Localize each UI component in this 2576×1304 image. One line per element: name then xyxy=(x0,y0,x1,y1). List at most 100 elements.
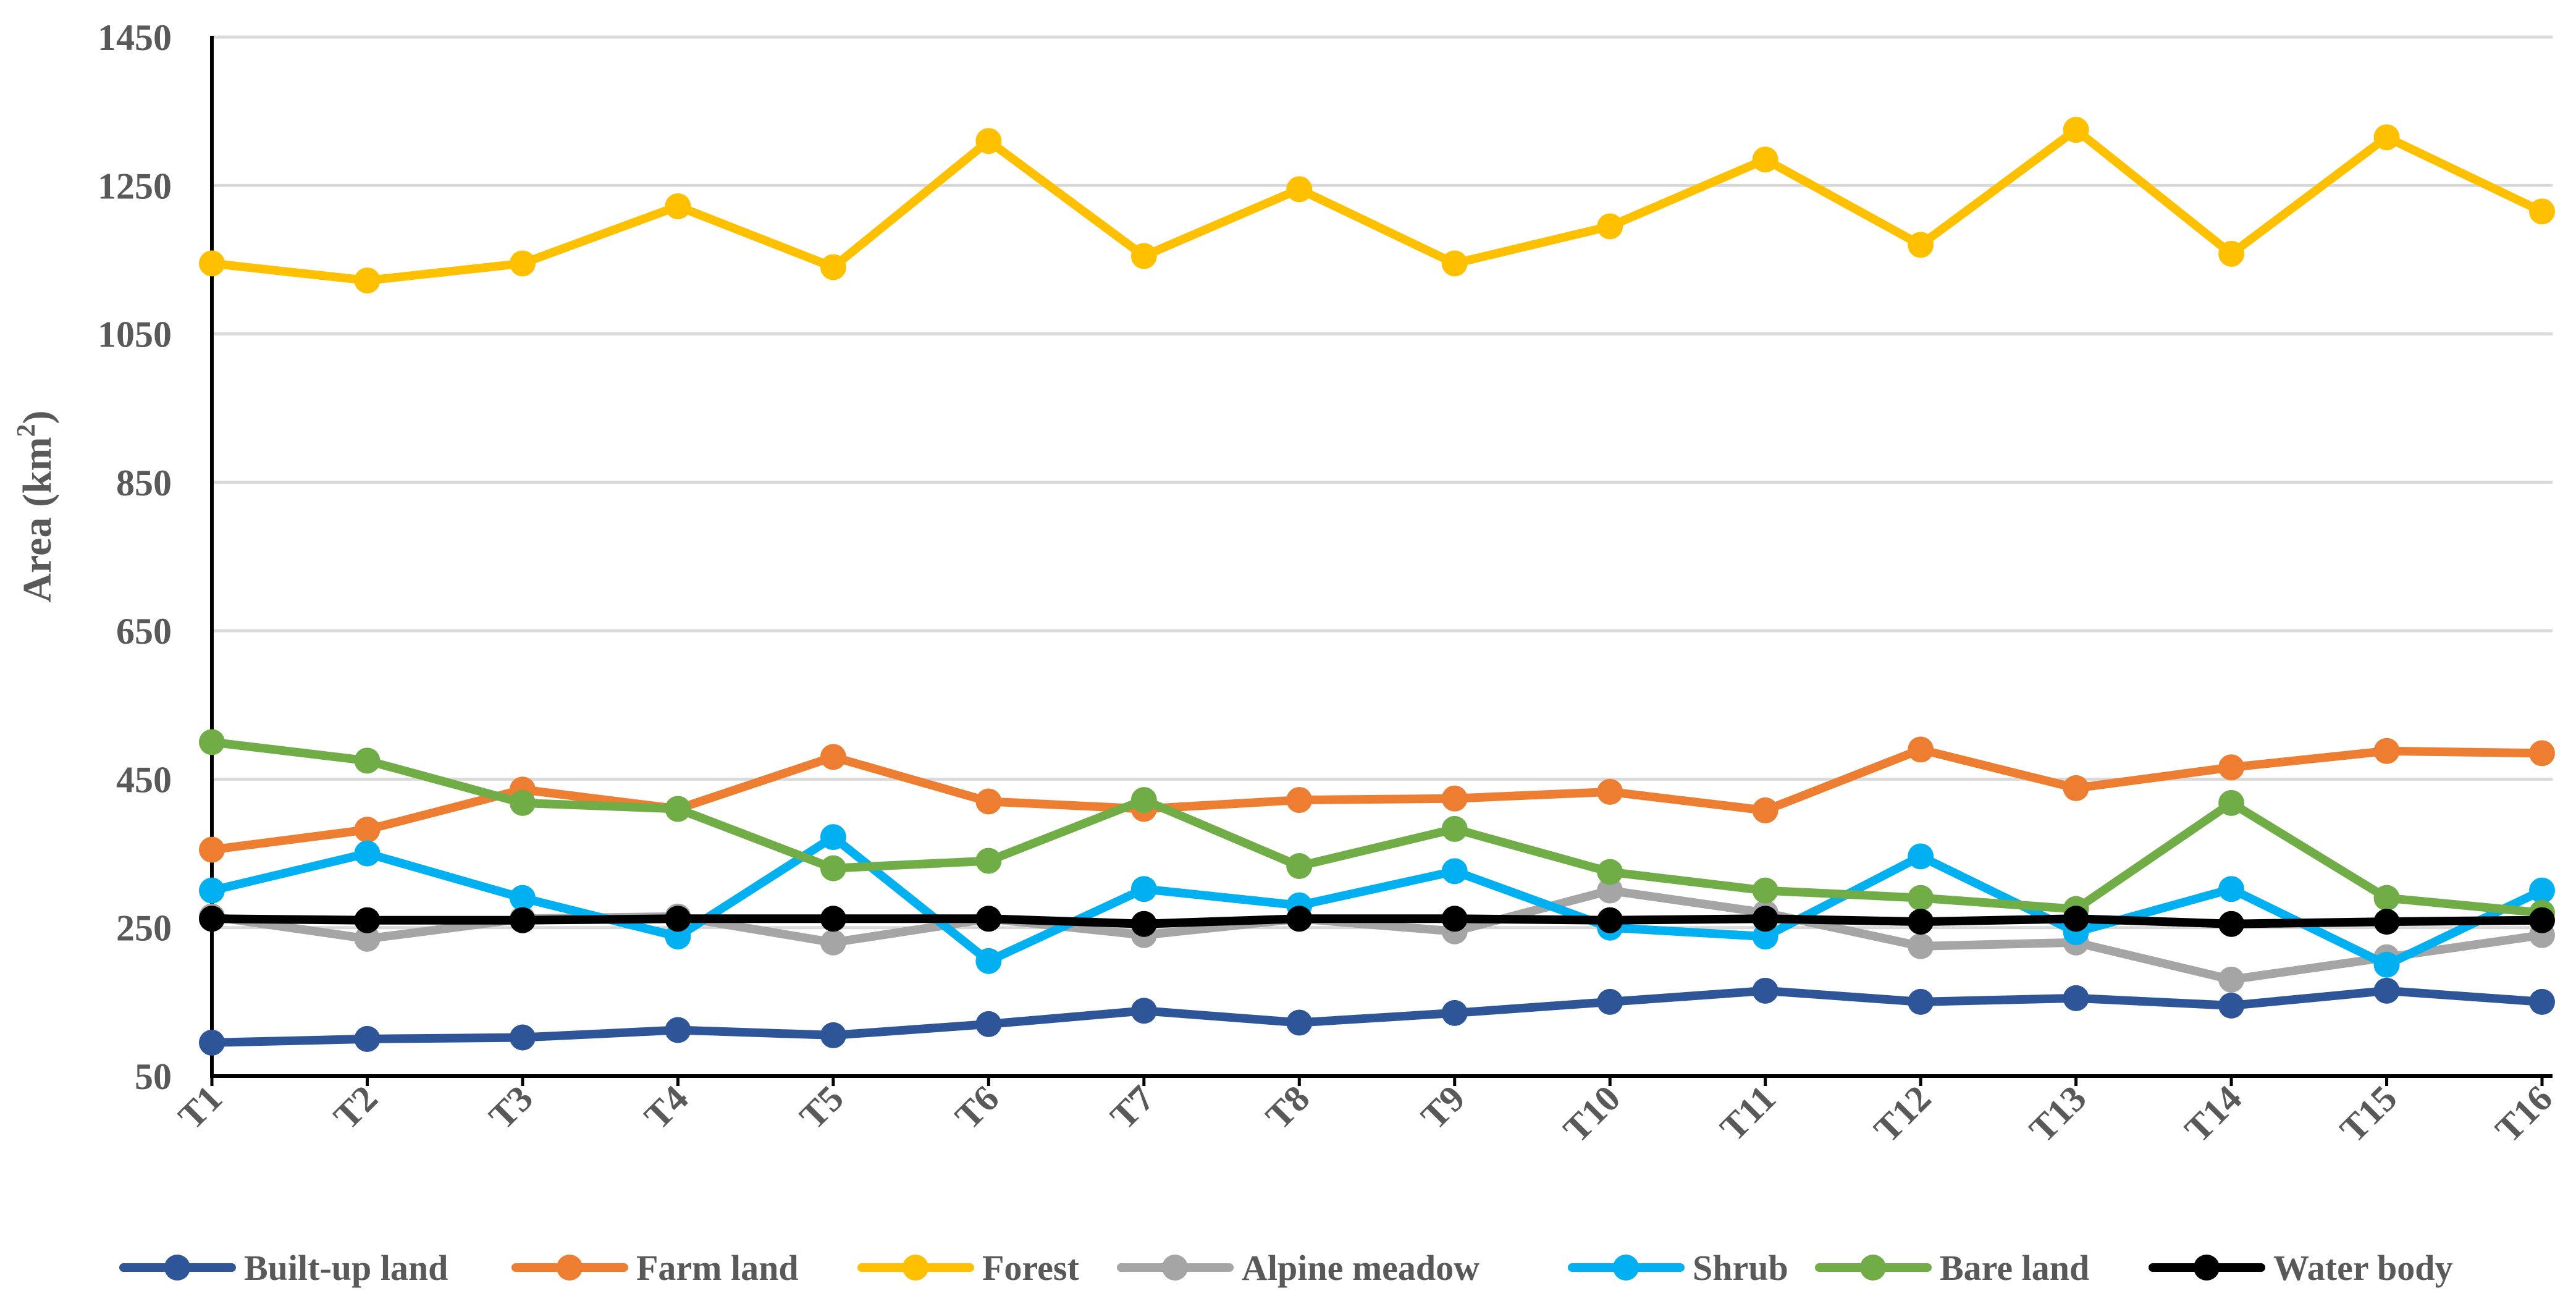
data-point xyxy=(975,848,1002,874)
data-point xyxy=(1752,923,1778,950)
legend-swatch-marker xyxy=(1860,1255,1886,1281)
data-point xyxy=(354,267,381,294)
legend-entry: Alpine meadow xyxy=(1117,1248,1480,1288)
data-point xyxy=(509,1024,536,1051)
data-point xyxy=(975,906,1002,932)
data-point xyxy=(1286,852,1313,879)
data-point xyxy=(1130,243,1157,269)
data-point xyxy=(1286,176,1313,203)
legend-entry: Built-up land xyxy=(119,1248,448,1288)
series-bare-land xyxy=(199,729,2555,926)
y-tick-label: 1250 xyxy=(98,166,172,206)
y-tick-label: 250 xyxy=(116,908,172,949)
data-point xyxy=(1597,907,1623,933)
series-line xyxy=(208,125,2546,285)
legend-label: Built-up land xyxy=(244,1248,448,1288)
gridlines xyxy=(212,35,2553,930)
series-line xyxy=(208,986,2546,1047)
x-tick-label: T14 xyxy=(2177,1078,2249,1150)
data-point xyxy=(2063,985,2089,1011)
x-tick-label: T9 xyxy=(1413,1078,1473,1137)
x-axis-tick-labels: T1 T2 T3 T4 T5 T6 T7 T8 T9 T10 T11 T12 T13 T14 T15 T16 xyxy=(170,1076,2560,1150)
data-point xyxy=(2373,951,2400,978)
data-point xyxy=(1441,906,1468,932)
data-point xyxy=(1130,787,1157,814)
legend-label: Bare land xyxy=(1940,1248,2089,1288)
data-point xyxy=(665,193,691,219)
legend-entry: Farm land xyxy=(511,1248,799,1288)
data-point xyxy=(1908,885,1934,911)
data-point xyxy=(509,885,536,911)
data-point xyxy=(199,836,225,863)
legend-entry: Shrub xyxy=(1568,1248,1788,1288)
x-tick-label: T12 xyxy=(1866,1078,1938,1150)
data-point xyxy=(1441,858,1468,885)
series-farm-land xyxy=(199,736,2555,863)
legend-entry: Forest xyxy=(857,1248,1079,1288)
y-tick-label: 1450 xyxy=(98,17,172,58)
series-layer xyxy=(199,117,2555,1056)
series-line xyxy=(208,738,2546,917)
legend-label: Farm land xyxy=(636,1248,799,1288)
y-axis-tick-labels: 50 250 450 650 850 1050 1250 1450 xyxy=(98,17,172,1097)
data-point xyxy=(1597,778,1623,805)
data-point xyxy=(1597,988,1623,1015)
data-point xyxy=(975,1011,1002,1037)
data-point xyxy=(354,840,381,867)
data-point xyxy=(975,128,1002,154)
legend-swatch-marker xyxy=(903,1255,928,1281)
data-point xyxy=(2063,775,2089,801)
y-tick-label: 50 xyxy=(135,1056,172,1097)
x-tick-label: T11 xyxy=(1712,1078,1783,1149)
data-point xyxy=(354,1025,381,1052)
data-point xyxy=(2063,117,2089,143)
data-point xyxy=(820,254,846,280)
x-tick-label: T15 xyxy=(2332,1078,2404,1150)
data-point xyxy=(820,929,846,956)
x-tick-label: T1 xyxy=(170,1078,230,1137)
x-tick-label: T7 xyxy=(1103,1078,1162,1137)
data-point xyxy=(1286,1009,1313,1036)
data-point xyxy=(1130,911,1157,937)
data-point xyxy=(2373,909,2400,935)
data-point xyxy=(509,907,536,933)
legend: Built-up land Farm land Forest Alpine meado… xyxy=(119,1248,2453,1288)
legend-label: Water body xyxy=(2273,1248,2453,1288)
data-point xyxy=(1752,906,1778,932)
data-point xyxy=(1441,785,1468,812)
data-point xyxy=(1597,877,1623,904)
data-point xyxy=(2529,198,2555,225)
data-point xyxy=(2218,240,2245,267)
data-point xyxy=(2529,877,2555,904)
data-point xyxy=(1441,815,1468,842)
y-tick-label: 1050 xyxy=(98,314,172,355)
data-point xyxy=(975,788,1002,815)
data-point xyxy=(820,855,846,881)
data-point xyxy=(2373,977,2400,1004)
data-point xyxy=(1908,988,1934,1015)
data-point xyxy=(199,877,225,904)
data-point xyxy=(1441,999,1468,1026)
data-point xyxy=(2218,992,2245,1019)
legend-swatch-marker xyxy=(164,1255,190,1281)
data-point xyxy=(1130,998,1157,1024)
data-point xyxy=(199,250,225,277)
series-built-up-land xyxy=(199,977,2555,1056)
data-point xyxy=(1752,146,1778,173)
data-point xyxy=(820,744,846,770)
data-point xyxy=(975,948,1002,974)
x-tick-label: T13 xyxy=(2021,1078,2094,1150)
data-point xyxy=(1908,933,1934,959)
data-point xyxy=(2373,124,2400,151)
data-point xyxy=(2373,885,2400,911)
data-point xyxy=(1908,909,1934,935)
x-tick-label: T8 xyxy=(1258,1078,1317,1137)
y-tick-label: 650 xyxy=(116,611,172,652)
data-point xyxy=(665,1017,691,1043)
legend-label: Shrub xyxy=(1693,1248,1788,1288)
data-point xyxy=(2218,789,2245,816)
data-point xyxy=(2529,907,2555,933)
data-point xyxy=(665,923,691,950)
data-point xyxy=(2218,966,2245,993)
data-point xyxy=(820,1022,846,1048)
